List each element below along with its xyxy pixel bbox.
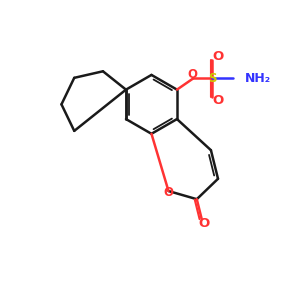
Text: O: O bbox=[198, 218, 210, 230]
Text: O: O bbox=[212, 50, 223, 63]
Text: NH₂: NH₂ bbox=[245, 72, 272, 85]
Text: O: O bbox=[187, 68, 197, 80]
Text: S: S bbox=[208, 72, 217, 85]
Text: O: O bbox=[164, 186, 173, 199]
Text: O: O bbox=[212, 94, 223, 107]
